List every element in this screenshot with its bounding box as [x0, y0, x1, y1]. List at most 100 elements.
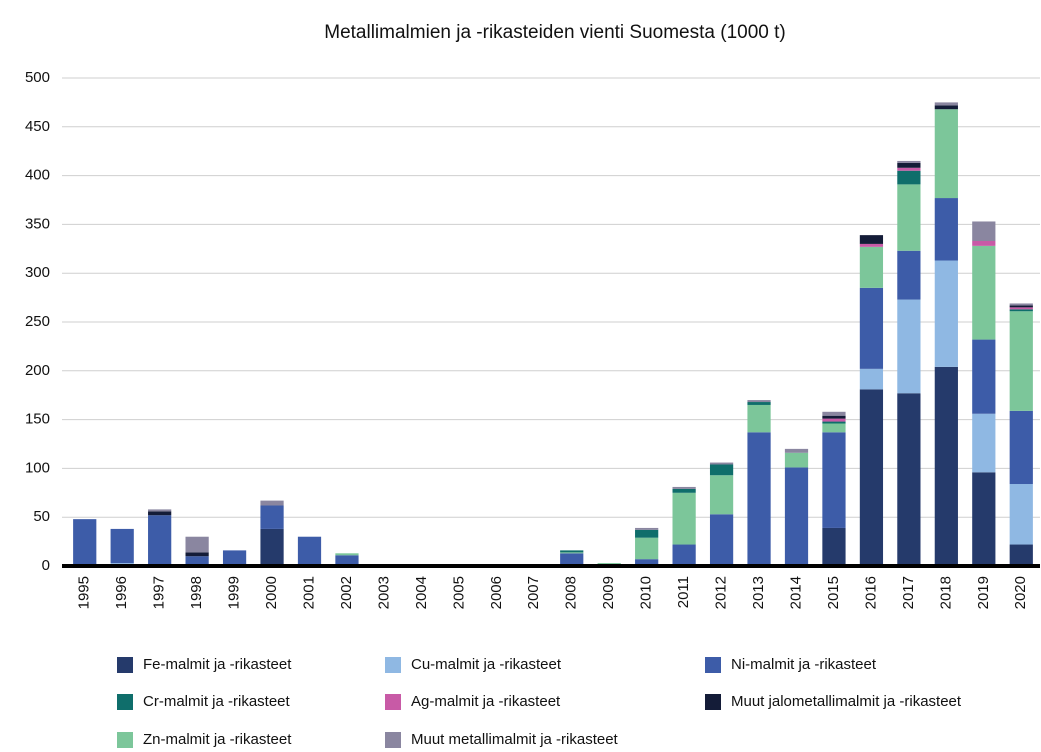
bar-segment: [934, 198, 958, 261]
x-tick-label: 1996: [113, 576, 130, 609]
bar-segment: [747, 404, 771, 433]
bar-segment: [859, 287, 884, 369]
x-tick-label: 2019: [975, 576, 992, 609]
bar-segment: [560, 553, 584, 566]
x-tick-label: 2015: [825, 576, 842, 609]
bar-segment: [635, 537, 659, 560]
bar-segment: [148, 511, 172, 516]
bar-segment: [897, 299, 921, 394]
x-tick-label: 2000: [263, 576, 280, 609]
bar-segment: [784, 452, 809, 468]
x-tick-label: 2011: [675, 576, 692, 608]
bar-segment: [859, 389, 884, 566]
legend-label: Zn-malmit ja -rikasteet: [143, 731, 292, 748]
bar-segment: [635, 529, 659, 538]
y-tick-label: 50: [33, 508, 50, 525]
bar-segment: [897, 250, 921, 300]
y-tick-label: 250: [25, 313, 50, 330]
bar-segment: [1009, 303, 1033, 306]
bar-segment: [822, 423, 846, 433]
bar-segment: [1009, 309, 1033, 312]
bar-segment: [110, 528, 134, 564]
y-tick-label: 450: [25, 118, 50, 135]
bar-segment: [859, 243, 884, 247]
x-tick-label: 1997: [151, 576, 168, 609]
bar-segment: [859, 246, 884, 288]
bar-segment: [1009, 544, 1033, 566]
x-tick-label: 1995: [76, 576, 93, 609]
legend-swatch: [385, 694, 401, 710]
y-tick-label: 0: [42, 557, 50, 574]
bar-segment: [822, 418, 846, 422]
legend-swatch: [117, 732, 133, 748]
x-tick-label: 1999: [226, 576, 243, 609]
bar-segment: [897, 160, 921, 163]
x-tick-label: 2009: [600, 576, 617, 609]
bar-segment: [635, 527, 659, 530]
y-tick-label: 500: [25, 69, 50, 86]
legend-label: Ni-malmit ja -rikasteet: [731, 656, 877, 673]
bar-segment: [934, 105, 958, 110]
bar-segment: [897, 170, 921, 185]
bar-segment: [934, 260, 958, 367]
chart-title: Metallimalmien ja -rikasteiden vienti Su…: [324, 22, 785, 43]
bar-segment: [709, 514, 734, 566]
x-tick-label: 2007: [525, 576, 542, 609]
bar-segment: [784, 467, 809, 566]
x-tick-label: 2010: [638, 576, 655, 609]
bar-segment: [1009, 307, 1033, 310]
bar-segment: [822, 527, 846, 566]
bar-segment: [897, 184, 921, 251]
y-tick-label: 100: [25, 459, 50, 476]
x-tick-label: 2006: [488, 576, 505, 609]
x-tick-label: 2013: [750, 576, 767, 609]
bar-segment: [822, 415, 846, 419]
bar-segment: [185, 536, 209, 553]
legend-label: Muut metallimalmit ja -rikasteet: [411, 731, 619, 748]
bar-segment: [897, 393, 921, 566]
legend-swatch: [385, 732, 401, 748]
bar-segment: [260, 500, 284, 506]
legend-swatch: [117, 657, 133, 673]
bar-segment: [972, 245, 996, 340]
bar-segment: [672, 488, 696, 493]
x-tick-label: 2018: [937, 576, 954, 609]
bar-segment: [185, 552, 209, 557]
bar-segment: [972, 413, 996, 473]
bar-segment: [635, 559, 659, 566]
bar-segment: [972, 221, 996, 241]
bar-segment: [1009, 311, 1033, 411]
x-tick-label: 2014: [787, 576, 804, 609]
x-tick-label: 2002: [338, 576, 355, 609]
x-tick-label: 2020: [1012, 576, 1029, 609]
y-tick-label: 350: [25, 215, 50, 232]
bar-segment: [822, 432, 846, 528]
x-tick-label: 2012: [713, 576, 730, 609]
bar-segment: [859, 235, 884, 244]
legend-label: Cu-malmit ja -rikasteet: [411, 656, 562, 673]
y-tick-label: 150: [25, 411, 50, 428]
bar-segment: [934, 109, 958, 199]
bar-segment: [747, 432, 771, 566]
y-tick-label: 400: [25, 167, 50, 184]
x-tick-label: 2004: [413, 576, 430, 609]
bar-segment: [972, 240, 996, 246]
bar-segment: [73, 519, 97, 566]
bar-segment: [784, 448, 809, 453]
bar-segment: [672, 544, 696, 566]
bar-segment: [335, 553, 359, 556]
legend-swatch: [385, 657, 401, 673]
bar-segment: [260, 505, 284, 529]
bar-segment: [1009, 484, 1033, 545]
bar-segment: [972, 472, 996, 566]
bar-segment: [822, 421, 846, 424]
x-tick-label: 2008: [563, 576, 580, 609]
x-tick-label: 2001: [300, 576, 317, 609]
bar-segment: [672, 486, 696, 489]
bar-segment: [709, 464, 734, 476]
y-tick-label: 300: [25, 264, 50, 281]
x-tick-label: 1998: [188, 576, 205, 609]
bar-segment: [148, 509, 172, 512]
bar-segment: [148, 515, 172, 566]
